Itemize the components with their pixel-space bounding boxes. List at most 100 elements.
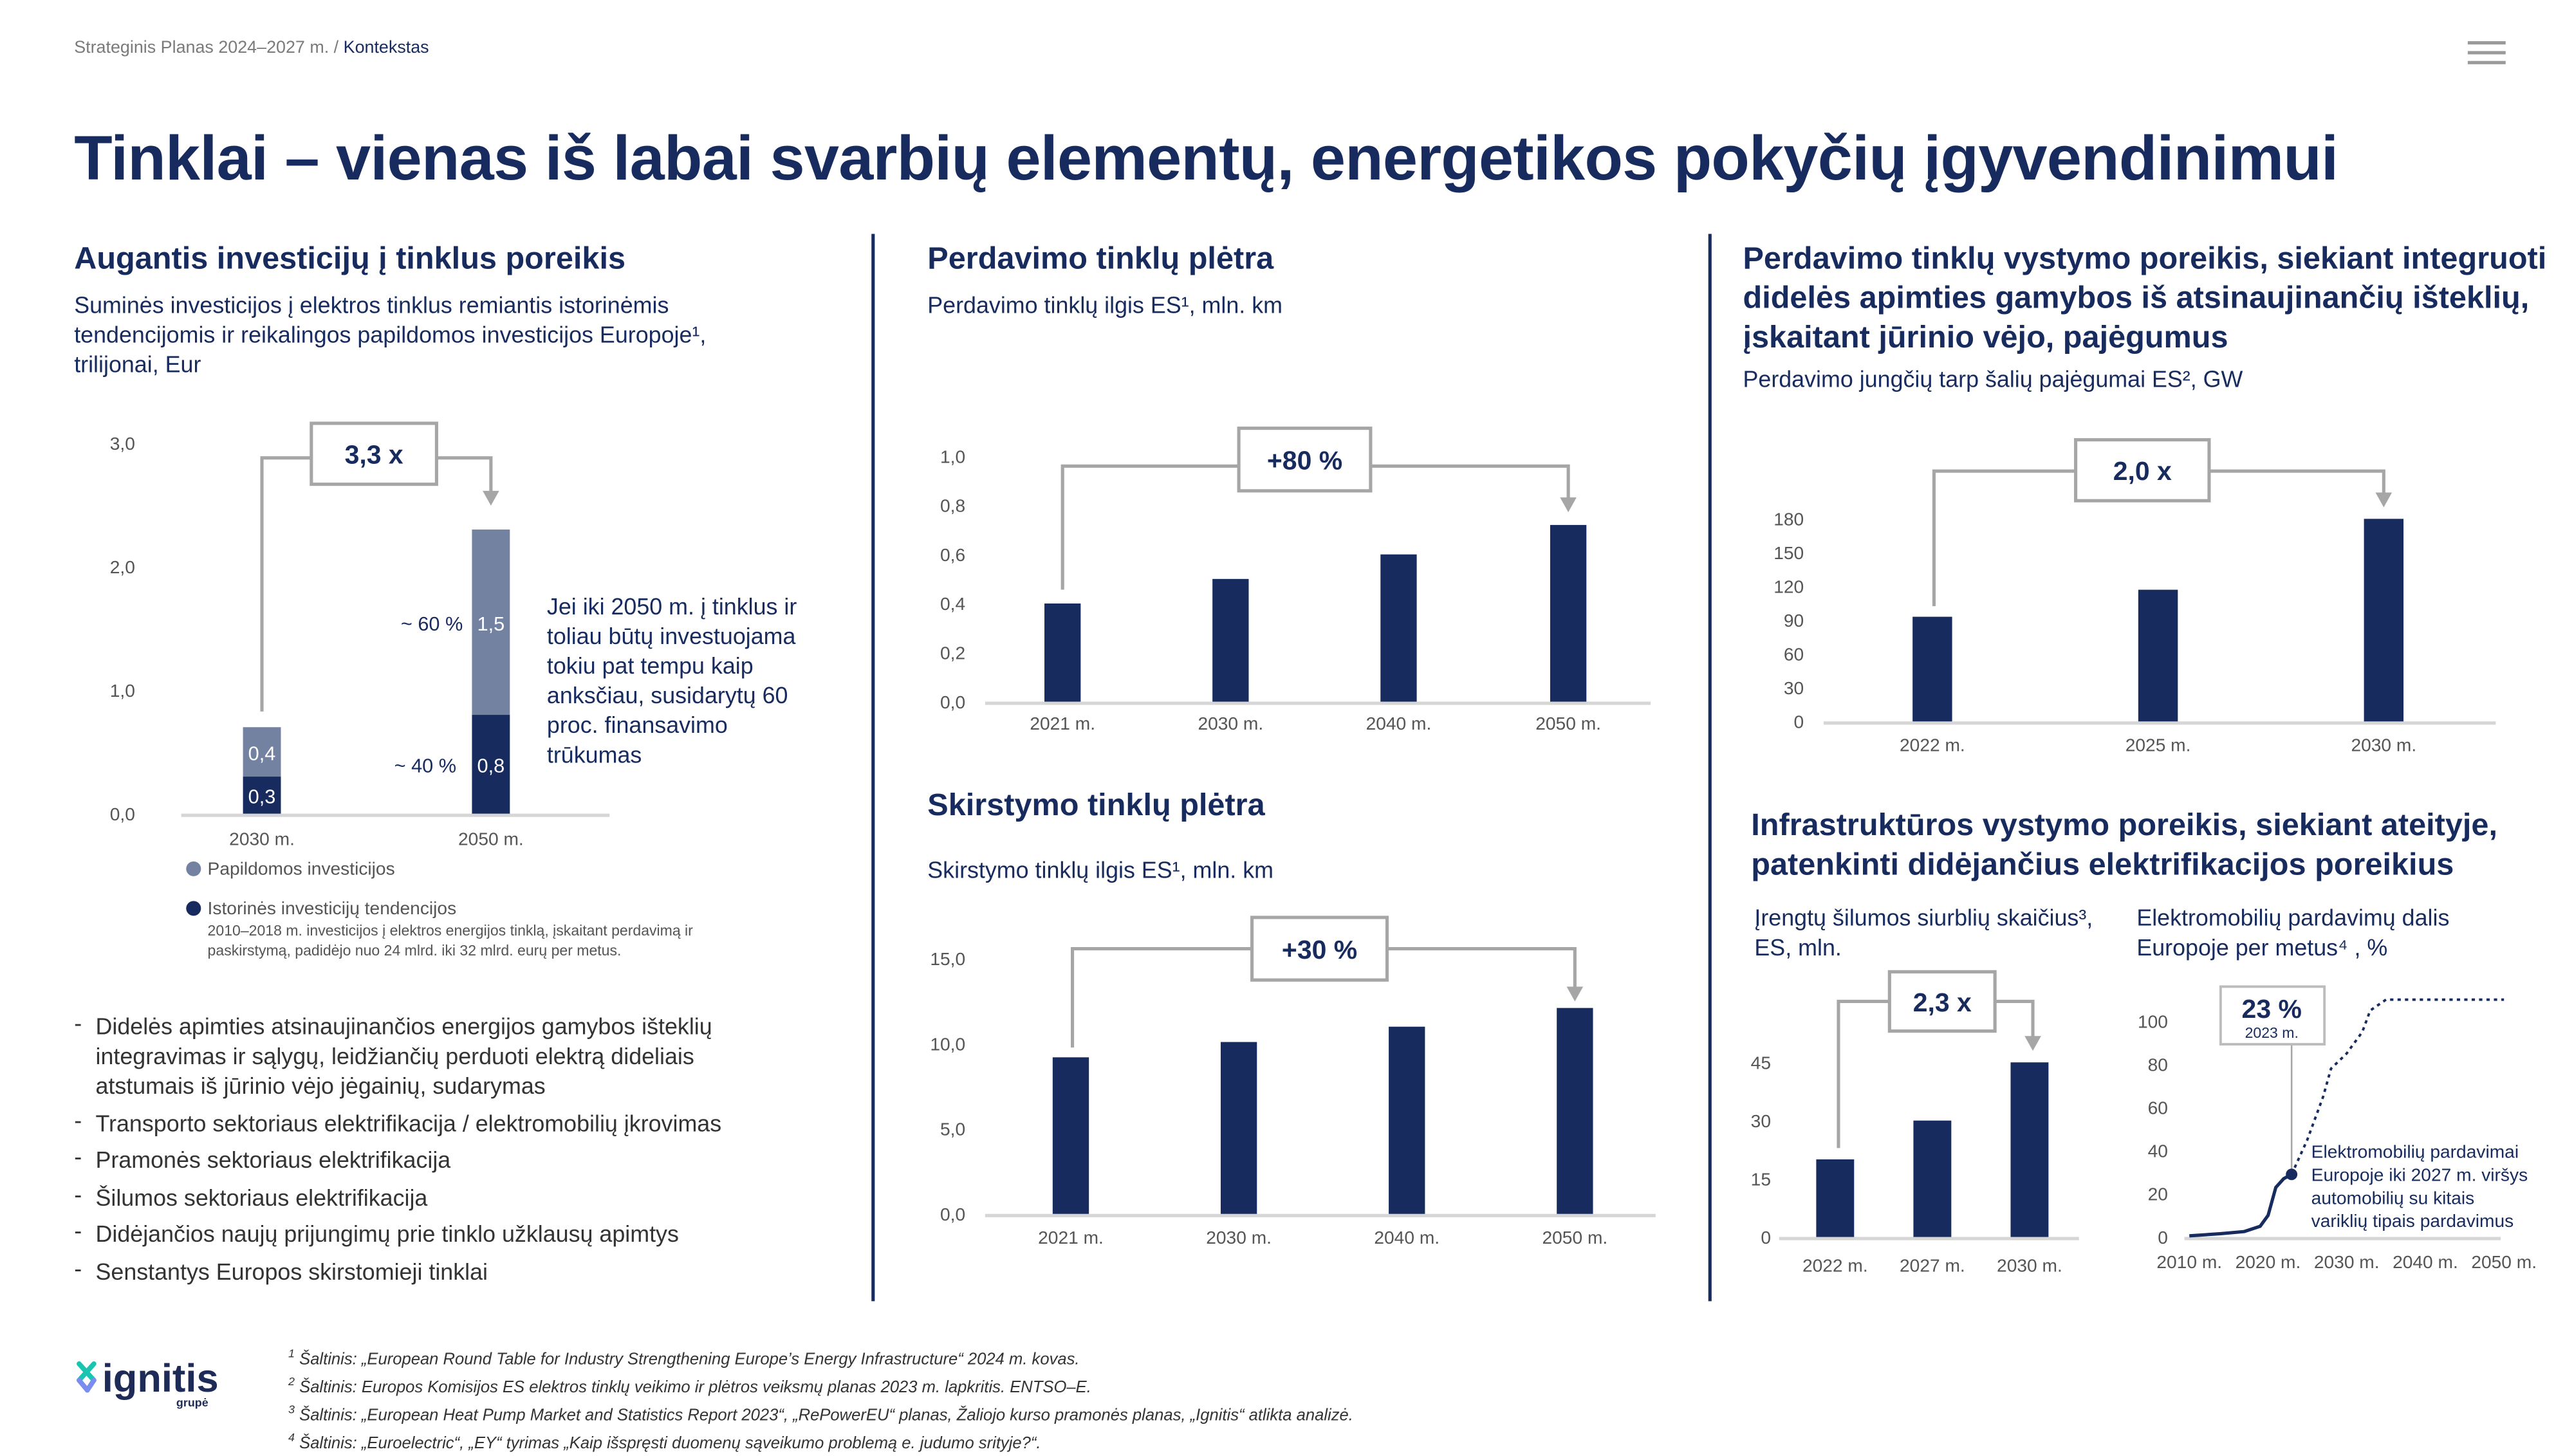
x-tick-label: 2030 m. [2314,1252,2380,1272]
x-tick-label: 2050 m. [458,829,524,849]
x-tick-label: 2030 m. [1198,714,1263,733]
bracket-line [1387,946,1577,988]
x-tick-label: 2025 m. [2125,735,2191,755]
y-tick-label: 10,0 [930,1034,965,1054]
bar [1220,1042,1257,1214]
y-tick-label: 1,0 [940,447,965,466]
bracket-line [1370,464,1570,499]
menu-icon[interactable] [2467,41,2506,71]
y-tick-label: 0 [1794,712,1804,732]
x-tick-label: 2030 m. [1206,1228,1272,1248]
bracket-line [436,456,493,493]
bar [2138,589,2178,722]
bracket-line [1070,946,1252,1048]
section-subtitle: Suminės investicijos į elektros tinklus … [74,291,707,378]
x-tick-label: 2030 m. [1997,1255,2062,1275]
bar [2010,1062,2049,1237]
page-title: Tinklai – vienas iš labai svarbių elemen… [74,125,2338,195]
bar [1389,1026,1425,1214]
callout-box [2219,985,2326,1046]
y-tick-label: 15,0 [930,949,965,969]
footnote: 1 Šaltinis: „European Round Table for In… [288,1349,1080,1370]
actual-line [2189,1173,2293,1238]
svg-text:ignitis: ignitis [102,1356,219,1401]
x-tick-label: 2050 m. [2471,1252,2537,1272]
callout-label: 2,0 x [2113,456,2172,486]
data-point [2286,1168,2298,1181]
bullet-item: Senstantys Europos skirstomieji tinklai [74,1253,799,1286]
section-heading: Skirstymo tinklų plėtra [927,789,1265,824]
bar [2364,519,2404,722]
share-label: ~ 60 % [401,613,463,635]
x-tick-label: 2030 m. [229,829,295,849]
bar-value-label: 0,8 [477,755,505,777]
callout-box [2074,438,2211,502]
bar-value-label: 0,4 [248,742,276,764]
bar [1044,603,1081,702]
callout-label: +30 % [1282,935,1357,964]
ignitis-logo: ignitis grupė [74,1354,222,1421]
legend-label: Papildomos investicijos [207,860,395,880]
callout-box [1887,970,1997,1033]
legend-item: Istorinės investicijų tendencijos [186,899,456,919]
breadcrumb-current: Kontekstas [343,37,429,58]
x-tick-label: 2050 m. [1535,714,1601,733]
bar [1052,1057,1089,1214]
y-tick-label: 45 [1751,1053,1771,1073]
y-tick-label: 60 [2148,1098,2168,1118]
bar [1913,1120,1952,1237]
y-tick-label: 0,0 [110,804,135,824]
footnote: 2 Šaltinis: Europos Komisijos ES elektro… [288,1377,1091,1397]
x-tick-label: 2022 m. [1900,735,1965,755]
bullet-item: Pramonės sektoriaus elektrifikacija [74,1141,799,1174]
callout-box [1237,427,1373,493]
breadcrumb-parent[interactable]: Strateginis Planas 2024–2027 m. / [74,37,339,58]
y-tick-label: 30 [1784,678,1804,698]
arrow-down-icon [2024,1036,2041,1051]
footnotes: 1 Šaltinis: „European Round Table for In… [288,1344,1353,1456]
x-tick-label: 2010 m. [2156,1252,2222,1272]
legend-note: 2010–2018 m. investicijos į elektros ene… [207,922,693,959]
bar [1912,616,1952,722]
bar [1212,578,1249,702]
y-tick-label: 150 [1773,543,1804,563]
x-tick-label: 2021 m. [1030,714,1095,733]
legend-swatch [186,901,201,916]
bullet-item: Transporto sektoriaus elektrifikacija / … [74,1104,799,1138]
breadcrumb: Strateginis Planas 2024–2027 m. / Kontek… [74,38,429,58]
y-tick-label: 180 [1773,510,1804,530]
arrow-down-icon [2375,492,2393,508]
bracket-line [260,456,311,712]
y-tick-label: 3,0 [110,434,135,454]
logo-mark-icon: ignitis grupė [77,1356,219,1409]
share-label: ~ 40 % [394,755,457,777]
bar-segment [472,530,510,715]
y-tick-label: 90 [1784,611,1804,631]
section-subtitle: Įrengtų šilumos siurblių skaičius³, ES, … [1754,904,2093,961]
y-tick-label: 60 [1784,645,1804,665]
section-subtitle: Elektromobilių pardavimų dalis Europoje … [2136,904,2450,961]
callout-label: 3,3 x [345,440,403,470]
arrow-down-icon [483,490,499,506]
y-tick-label: 40 [2148,1141,2168,1161]
x-tick-label: 2040 m. [1374,1228,1440,1248]
section-subtitle: Perdavimo jungčių tarp šalių pajėgumai E… [1743,365,2243,392]
chart-annotation: Jei iki 2050 m. į tinklus ir toliau būtų… [546,593,797,768]
section-subtitle: Skirstymo tinklų ilgis ES¹, mln. km [927,856,1273,883]
callout-label: 23 % [2242,994,2302,1024]
projection-line [2290,998,2505,1175]
bullet-item: Didelės apimties atsinaujinančios energi… [74,1008,799,1100]
x-tick-label: 2027 m. [1900,1255,1965,1275]
arrow-down-icon [1560,497,1577,513]
callout-sublabel: 2023 m. [2245,1024,2299,1041]
x-tick-label: 2040 m. [2393,1252,2458,1272]
section-heading: Perdavimo tinklų plėtra [927,242,1274,277]
x-tick-label: 2040 m. [1366,714,1432,733]
section-heading: Augantis investicijų į tinklus poreikis [74,242,626,277]
y-tick-label: 0,4 [940,594,965,614]
x-tick-label: 2022 m. [1802,1255,1868,1275]
y-tick-label: 0,0 [940,1204,965,1224]
bar [1550,524,1587,702]
svg-text:grupė: grupė [176,1396,208,1409]
bar [1380,554,1417,702]
